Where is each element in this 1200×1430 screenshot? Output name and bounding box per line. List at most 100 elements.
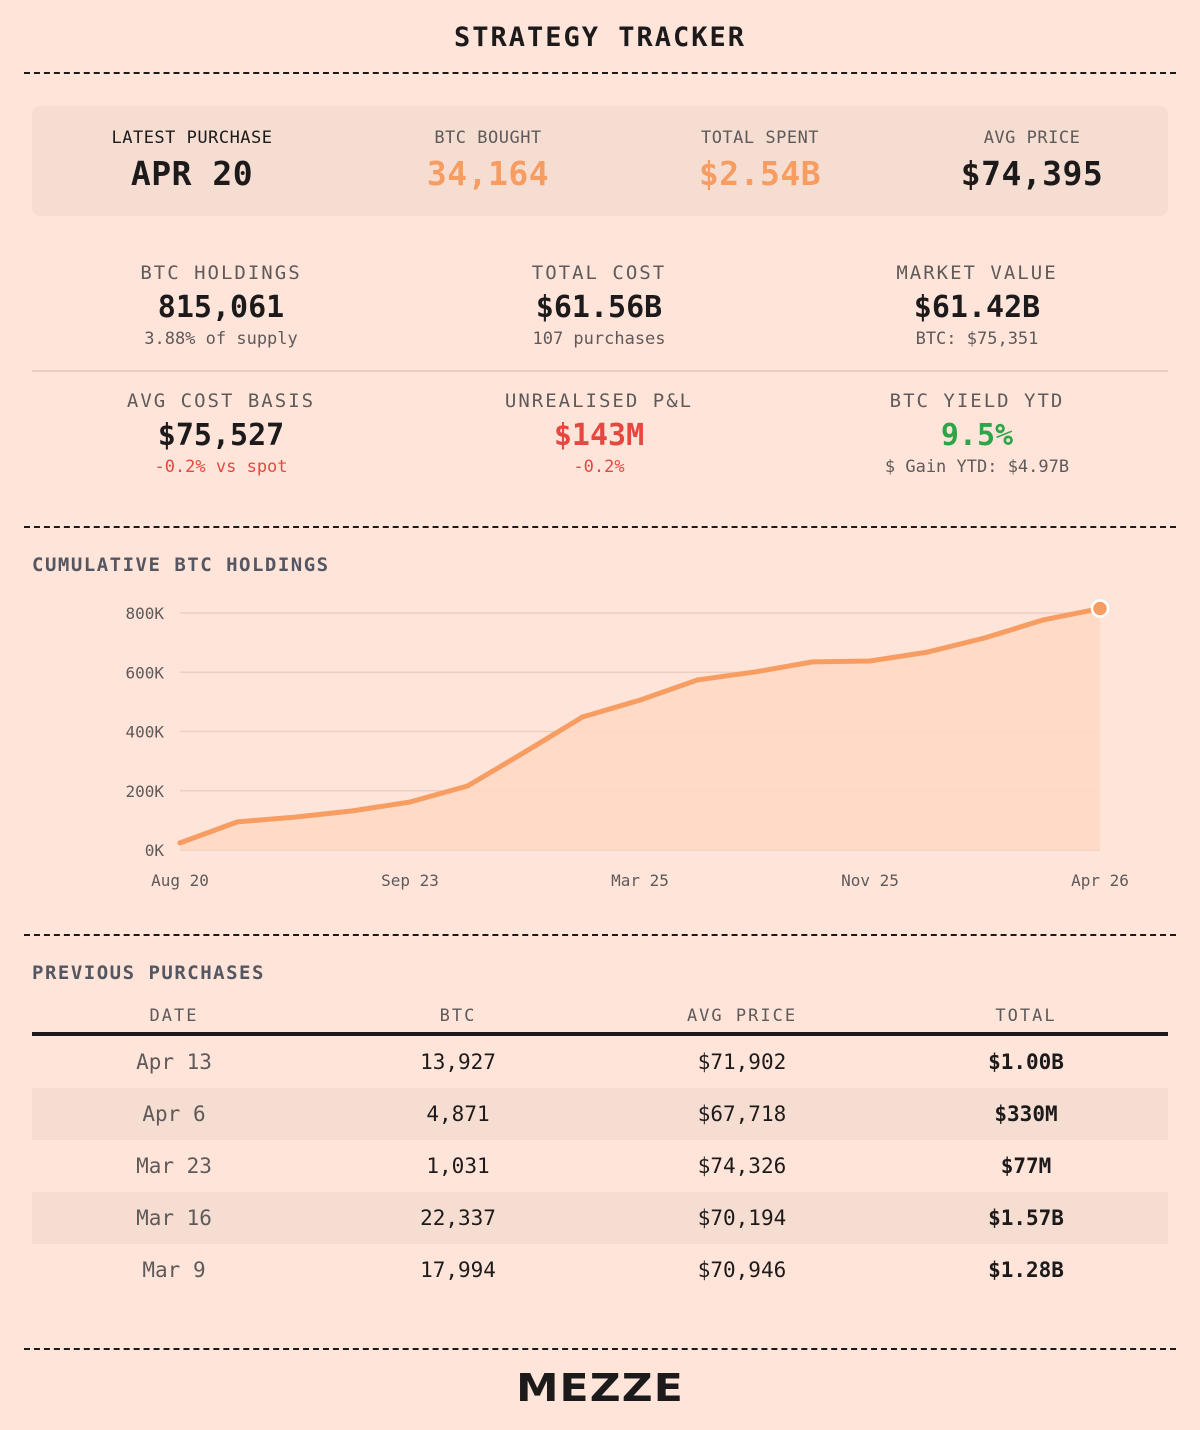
cell-total: $1.57B — [988, 1206, 1064, 1230]
stat-value: 34,164 — [426, 154, 550, 193]
cell-btc: 1,031 — [426, 1154, 490, 1178]
stat-value: $61.42B — [913, 290, 1041, 325]
total-cost-stat: TOTAL COST $61.56B 107 purchases — [410, 262, 788, 349]
cell-btc: 4,871 — [426, 1102, 490, 1126]
stat-label: AVG PRICE — [983, 128, 1081, 148]
stat-label: BTC HOLDINGS — [140, 262, 302, 284]
table-row: Mar 23 1,031 $74,326 $77M — [32, 1140, 1168, 1192]
data-point — [867, 658, 873, 664]
cell-total: $330M — [994, 1102, 1058, 1126]
latest-purchase-stat: LATEST PURCHASE APR 20 — [32, 106, 352, 216]
stat-label: MARKET VALUE — [896, 262, 1058, 284]
cell-date: Mar 16 — [136, 1206, 212, 1230]
stat-label: BTC BOUGHT — [434, 128, 542, 148]
divider — [24, 934, 1176, 936]
data-point — [925, 649, 930, 655]
cell-date: Apr 13 — [136, 1050, 212, 1074]
column-header-total: TOTAL — [995, 1006, 1057, 1026]
table-row: Mar 9 17,994 $70,946 $1.28B — [32, 1244, 1168, 1296]
x-tick-label: Sep 23 — [381, 871, 439, 890]
data-point — [982, 635, 988, 641]
stat-value: 815,061 — [157, 290, 285, 325]
page-title: STRATEGY TRACKER — [453, 22, 747, 53]
data-point — [522, 749, 528, 755]
y-tick-label: 400K — [125, 723, 164, 742]
stat-label: TOTAL COST — [531, 262, 667, 284]
cell-avg-price: $70,946 — [697, 1258, 787, 1282]
row-divider — [32, 370, 1168, 372]
cell-date: Mar 9 — [142, 1258, 206, 1282]
data-point — [177, 840, 183, 846]
table-header: DATE BTC AVG PRICE TOTAL — [32, 1000, 1168, 1036]
divider — [24, 1348, 1176, 1350]
cell-total: $1.00B — [988, 1050, 1064, 1074]
cell-avg-price: $67,718 — [697, 1102, 787, 1126]
data-point — [637, 697, 643, 703]
x-tick-label: Aug 20 — [151, 871, 209, 890]
column-header-avg-price: AVG PRICE — [686, 1006, 798, 1026]
x-tick-label: Nov 25 — [841, 871, 899, 890]
avg-price-stat: AVG PRICE $74,395 — [896, 106, 1168, 216]
market-value-stat: MARKET VALUE $61.42B BTC: $75,351 — [788, 262, 1166, 349]
y-tick-label: 0K — [145, 841, 165, 860]
data-point — [695, 677, 700, 683]
cell-avg-price: $74,326 — [697, 1154, 787, 1178]
cell-btc: 17,994 — [420, 1258, 496, 1282]
stat-label: LATEST PURCHASE — [111, 128, 273, 148]
unrealised-pnl-stat: UNREALISED P&L $143M -0.2% — [410, 390, 788, 477]
chart-title: CUMULATIVE BTC HOLDINGS — [32, 554, 330, 576]
data-point — [235, 819, 240, 825]
data-point — [580, 714, 585, 720]
table-body: Apr 13 13,927 $71,902 $1.00B Apr 6 4,871 $67,7… — [32, 1036, 1168, 1296]
y-tick-label: 600K — [125, 663, 164, 682]
stat-value: $75,527 — [157, 418, 285, 453]
stat-label: UNREALISED P&L — [504, 390, 694, 412]
data-point — [752, 669, 758, 675]
stat-subtext: -0.2% — [573, 457, 625, 477]
brand-logo: MEZZE — [516, 1366, 684, 1410]
stat-value: APR 20 — [130, 154, 254, 193]
cell-total: $1.28B — [988, 1258, 1064, 1282]
x-tick-label: Apr 26 — [1071, 871, 1129, 890]
btc-holdings-stat: BTC HOLDINGS 815,061 3.88% of supply — [32, 262, 410, 349]
stat-value: $61.56B — [535, 290, 663, 325]
cell-btc: 13,927 — [420, 1050, 496, 1074]
stat-subtext: BTC: $75,351 — [915, 329, 1039, 349]
table-row: Apr 6 4,871 $67,718 $330M — [32, 1088, 1168, 1140]
btc-yield-ytd-stat: BTC YIELD YTD 9.5% $ Gain YTD: $4.97B — [788, 390, 1166, 477]
cell-avg-price: $70,194 — [697, 1206, 787, 1230]
total-spent-stat: TOTAL SPENT $2.54B — [624, 106, 896, 216]
purchases-table: DATE BTC AVG PRICE TOTAL Apr 13 13,927 $71… — [32, 1000, 1168, 1296]
data-point — [1040, 617, 1045, 623]
x-tick-label: Mar 25 — [611, 871, 669, 890]
latest-purchase-card: LATEST PURCHASE APR 20 BTC BOUGHT 34,164… — [32, 106, 1168, 216]
cell-date: Apr 6 — [142, 1102, 206, 1126]
divider — [24, 72, 1176, 74]
cell-btc: 22,337 — [420, 1206, 496, 1230]
stat-value: 9.5% — [940, 418, 1014, 453]
stat-subtext: -0.2% vs spot — [154, 457, 288, 477]
data-point — [810, 659, 815, 665]
stat-subtext: 3.88% of supply — [144, 329, 298, 349]
data-point — [350, 808, 355, 814]
cell-total: $77M — [1000, 1154, 1052, 1178]
stat-label: BTC YIELD YTD — [889, 390, 1065, 412]
purchases-title: PREVIOUS PURCHASES — [32, 962, 265, 984]
data-point — [465, 783, 470, 789]
stat-value: $2.54B — [698, 154, 822, 193]
data-point — [292, 814, 298, 820]
divider — [24, 526, 1176, 528]
cell-avg-price: $71,902 — [697, 1050, 787, 1074]
latest-point-marker[interactable] — [1090, 599, 1110, 618]
y-tick-label: 800K — [125, 604, 164, 623]
btc-bought-stat: BTC BOUGHT 34,164 — [352, 106, 624, 216]
stat-subtext: 107 purchases — [532, 329, 666, 349]
table-row: Apr 13 13,927 $71,902 $1.00B — [32, 1036, 1168, 1088]
table-row: Mar 16 22,337 $70,194 $1.57B — [32, 1192, 1168, 1244]
data-point — [407, 799, 413, 805]
stat-label: AVG COST BASIS — [126, 390, 316, 412]
stat-label: TOTAL SPENT — [700, 128, 820, 148]
stats-row-1: BTC HOLDINGS 815,061 3.88% of supply TOT… — [32, 262, 1168, 349]
chart-area-fill — [180, 608, 1100, 850]
holdings-chart: 0K 200K 400K 600K 800K Aug 20 Sep 23 Mar 25 Nov… — [125, 599, 1129, 890]
